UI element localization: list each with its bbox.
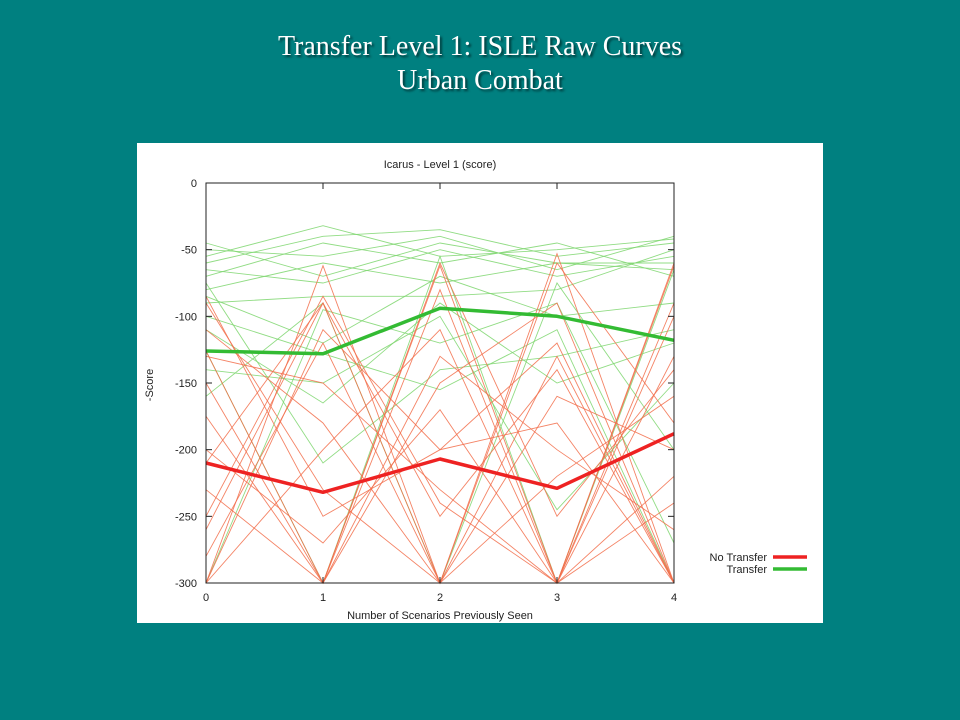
raw-transfer-line-14	[205, 242, 674, 277]
x-axis-label: Number of Scenarios Previously Seen	[347, 610, 533, 622]
chart-panel: Icarus - Level 1 (score) Number of Scena…	[137, 143, 823, 623]
raw-curves	[205, 225, 675, 585]
x-tick-label: 2	[437, 592, 443, 604]
series-line-transfer	[205, 306, 675, 356]
y-tick-label: -300	[175, 578, 197, 590]
raw-no-transfer-line-2	[205, 302, 675, 585]
raw-no-transfer-line-17	[206, 502, 675, 584]
y-tick-label: -250	[175, 511, 197, 523]
raw-no-transfer-line-7	[205, 302, 675, 584]
raw-transfer-line-5	[205, 262, 675, 291]
y-tick-label: -100	[175, 311, 197, 323]
raw-no-transfer-line-1	[205, 264, 675, 585]
x-tick-label: 3	[554, 592, 560, 604]
slide-title-line-2: Urban Combat	[397, 65, 563, 96]
raw-transfer-line-12	[205, 282, 675, 585]
legend-label: No Transfer	[710, 552, 768, 564]
y-tick-label: -50	[181, 245, 197, 257]
slide-title-line-1: Transfer Level 1: ISLE Raw Curves	[277, 31, 683, 62]
raw-no-transfer-line-5	[205, 302, 675, 584]
y-tick-label: -150	[175, 378, 197, 390]
raw-transfer-line-10	[205, 302, 675, 584]
raw-transfer-line-3	[205, 242, 675, 277]
raw-transfer-line-11	[205, 282, 675, 464]
raw-no-transfer-line-16	[205, 302, 675, 584]
x-tick-label: 1	[320, 592, 326, 604]
series-line-no-transfer	[205, 432, 675, 495]
legend-label: Transfer	[726, 564, 767, 576]
y-axis-label: -Score	[144, 369, 156, 401]
raw-transfer-line-4	[205, 249, 675, 284]
raw-no-transfer-line-6	[205, 328, 675, 585]
raw-transfer-line-0	[205, 225, 675, 257]
chart-title: Icarus - Level 1 (score)	[384, 159, 496, 171]
raw-transfer-line-1	[205, 229, 675, 264]
raw-transfer-line-6	[205, 249, 675, 304]
line-chart: Icarus - Level 1 (score) Number of Scena…	[144, 159, 807, 622]
raw-no-transfer-line-13	[205, 328, 675, 584]
x-tick-label: 4	[671, 592, 677, 604]
raw-no-transfer-line-11	[205, 302, 675, 584]
y-tick-label: 0	[191, 178, 197, 190]
raw-no-transfer-line-12	[205, 261, 675, 584]
x-tick-label: 0	[203, 592, 209, 604]
raw-no-transfer-line-14	[205, 408, 675, 584]
raw-transfer-line-15	[205, 275, 675, 344]
raw-no-transfer-line-3	[205, 288, 675, 585]
y-tick-label: -200	[175, 445, 197, 457]
slide-title: Transfer Level 1: ISLE Raw Curves Urban …	[0, 30, 960, 98]
mean-curves	[205, 306, 675, 495]
axes: 0 -50 -100 -150 -200 -250 -300 0 1 2 3 4	[175, 178, 677, 604]
